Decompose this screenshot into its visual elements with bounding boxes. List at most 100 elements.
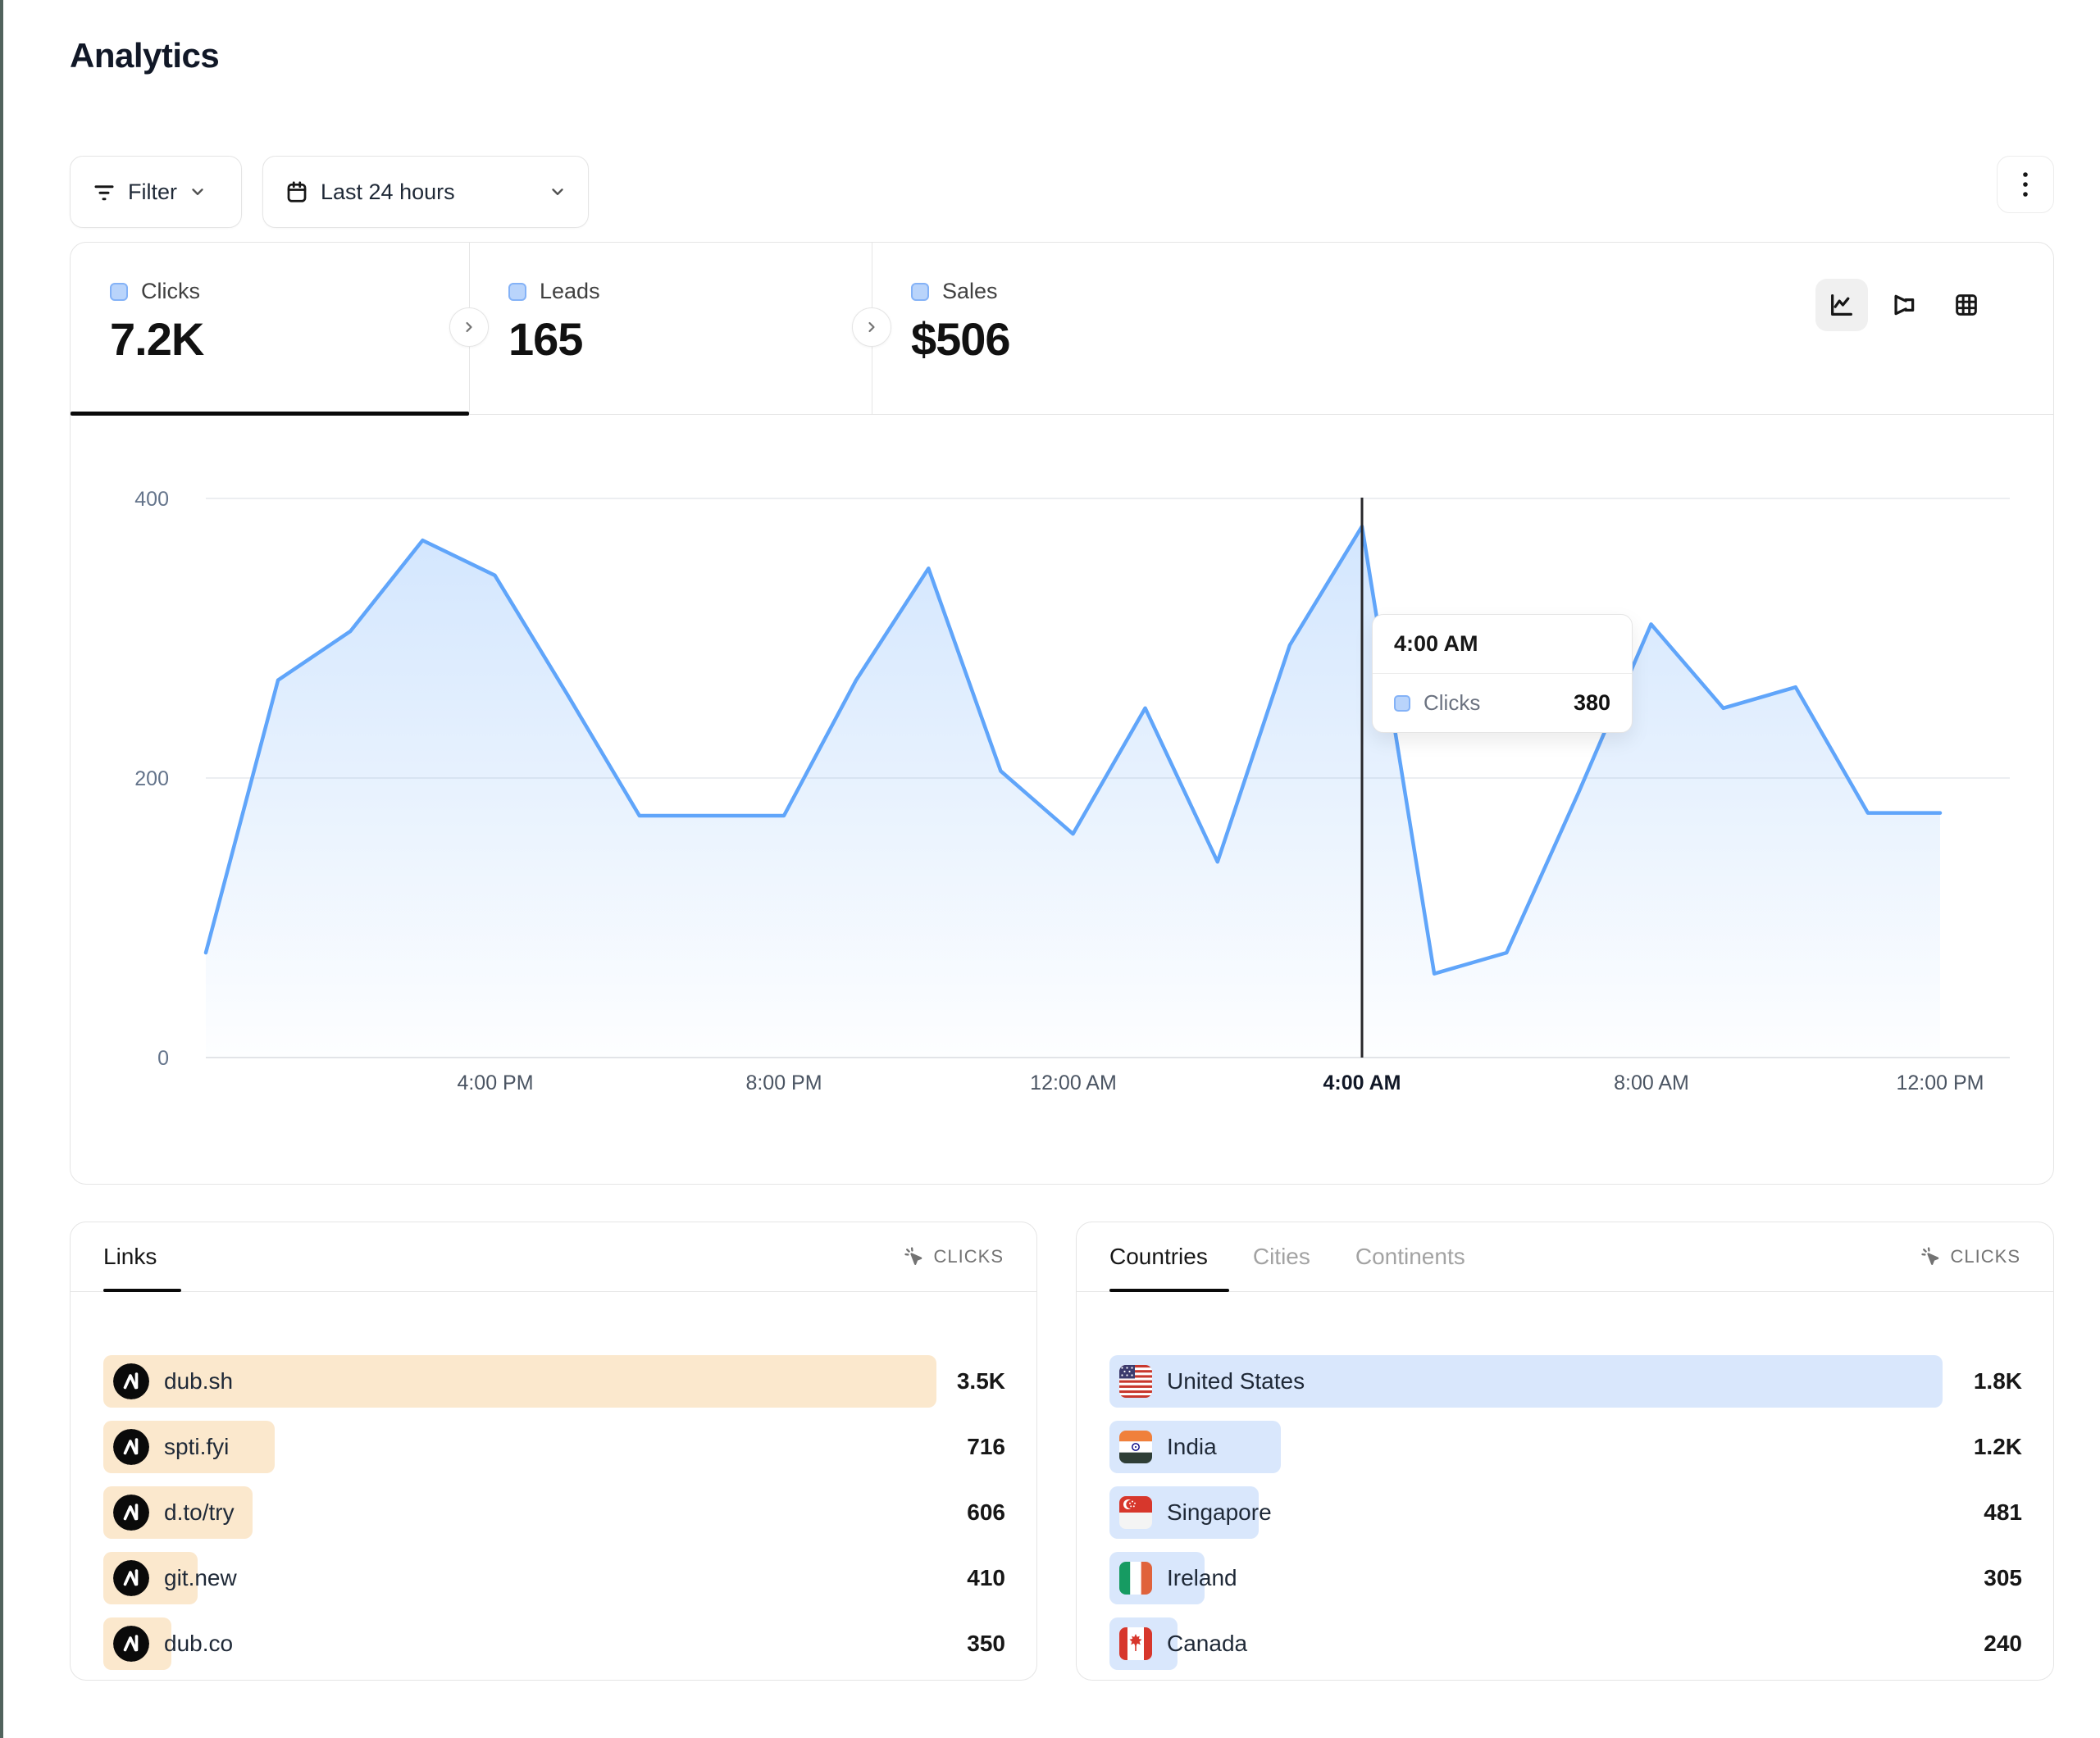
link-clicks-value: 350 [967, 1631, 1005, 1656]
clicks-legend-icon [110, 282, 128, 301]
canada-flag-icon [1119, 1627, 1152, 1660]
expand-clicks-chevron-button[interactable] [449, 307, 489, 347]
cursor-click-icon [904, 1247, 922, 1265]
stat-label: Clicks [141, 279, 200, 303]
expand-leads-chevron-button[interactable] [852, 307, 891, 347]
filter-button[interactable]: Filter [70, 156, 242, 228]
stat-value: 7.2K [110, 313, 204, 365]
active-panel-tab-underline [103, 1289, 181, 1292]
dub-logo-icon [113, 1560, 149, 1596]
stats-tab-row: Clicks 7.2K Leads 165 Sales $506 [71, 243, 2053, 416]
line-chart-icon [1831, 294, 1852, 316]
link-label: dub.co [164, 1631, 234, 1656]
cursor-click-icon [1920, 1247, 1938, 1265]
active-panel-tab-underline [1109, 1289, 1229, 1292]
tab-countries[interactable]: Countries [1109, 1244, 1208, 1269]
link-row[interactable]: dub.co 350 [103, 1617, 1005, 1670]
leads-legend-icon [508, 282, 526, 301]
x-axis-tick: 12:00 AM [1030, 1071, 1117, 1094]
x-axis-tick-highlighted: 4:00 AM [1323, 1071, 1401, 1094]
india-flag-icon [1119, 1431, 1152, 1463]
metric-selector-clicks[interactable]: CLICKS [903, 1245, 1004, 1268]
clicks-line [203, 524, 1943, 976]
country-clicks-value: 1.8K [1973, 1368, 2022, 1394]
funnel-view-button[interactable] [1878, 279, 1930, 331]
link-clicks-value: 606 [967, 1499, 1005, 1525]
metric-selector-clicks[interactable]: CLICKS [1920, 1245, 2020, 1268]
tab-links[interactable]: Links [103, 1244, 157, 1269]
date-range-button[interactable]: Last 24 hours [262, 156, 589, 228]
country-row[interactable]: India 1.2K [1109, 1421, 2022, 1473]
stat-value: $506 [911, 313, 1011, 365]
kebab-menu-icon [2015, 171, 2036, 198]
calendar-icon [285, 180, 309, 204]
clicks-legend-icon [1394, 694, 1410, 712]
y-axis-tick: 0 [157, 1047, 169, 1070]
chart-view-toggles [1815, 279, 1993, 331]
link-clicks-value: 716 [967, 1434, 1005, 1459]
analytics-card: Clicks 7.2K Leads 165 Sales $506 [70, 242, 2054, 1185]
link-label: git.new [164, 1565, 237, 1590]
ireland-flag-icon [1119, 1562, 1152, 1595]
date-range-label: Last 24 hours [321, 179, 455, 204]
tooltip-series-label: Clicks [1424, 690, 1481, 715]
x-axis-tick: 8:00 PM [745, 1071, 822, 1094]
chart-tooltip: 4:00 AM Clicks 380 [1372, 614, 1633, 733]
link-row[interactable]: d.to/try 606 [103, 1486, 1005, 1539]
links-panel: Links CLICKS dub.sh 3.5K spti.fyi 716 [70, 1222, 1037, 1681]
link-row[interactable]: git.new 410 [103, 1552, 1005, 1604]
country-bar [1109, 1355, 1943, 1408]
country-row[interactable]: United States 1.8K [1109, 1355, 2022, 1408]
tab-leads[interactable]: Leads 165 [469, 243, 872, 415]
country-row[interactable]: Singapore 481 [1109, 1486, 2022, 1539]
country-row[interactable]: Ireland 305 [1109, 1552, 2022, 1604]
stat-label: Sales [942, 279, 998, 303]
sales-legend-icon [911, 282, 929, 301]
country-label: Singapore [1167, 1499, 1272, 1525]
chevron-down-icon [189, 183, 207, 201]
window-edge-stripe [0, 0, 3, 1738]
country-label: India [1167, 1434, 1217, 1459]
dub-logo-icon [113, 1429, 149, 1465]
country-row[interactable]: Canada 240 [1109, 1617, 2022, 1670]
link-row[interactable]: dub.sh 3.5K [103, 1355, 1005, 1408]
more-options-button[interactable] [1997, 156, 2054, 213]
active-tab-underline [71, 412, 469, 416]
link-label: d.to/try [164, 1499, 235, 1525]
link-clicks-value: 3.5K [956, 1368, 1005, 1394]
line-chart-view-button[interactable] [1815, 279, 1868, 331]
link-label: dub.sh [164, 1368, 234, 1394]
us-flag-icon [1119, 1365, 1152, 1398]
tab-sales[interactable]: Sales $506 [872, 243, 1273, 415]
chevron-down-icon [549, 183, 567, 201]
clicks-timeseries-chart[interactable]: 400 200 0 4:00 PM 8:00 PM 12:00 AM 4:00 … [71, 460, 2055, 1116]
tooltip-time: 4:00 AM [1373, 615, 1632, 674]
link-row[interactable]: spti.fyi 716 [103, 1421, 1005, 1473]
country-label: Canada [1167, 1631, 1248, 1656]
country-clicks-value: 481 [1984, 1499, 2022, 1525]
dub-logo-icon [113, 1495, 149, 1531]
tab-clicks[interactable]: Clicks 7.2K [71, 243, 469, 415]
stat-label: Leads [540, 279, 600, 303]
area-fill [206, 526, 1940, 1058]
link-label: spti.fyi [164, 1434, 230, 1459]
countries-panel: Countries Cities Continents CLICKS [1076, 1222, 2054, 1681]
filter-icon [92, 180, 116, 204]
table-grid-icon [1956, 294, 1977, 316]
stat-value: 165 [508, 313, 583, 365]
x-axis-tick: 12:00 PM [1896, 1071, 1984, 1094]
tab-continents[interactable]: Continents [1355, 1244, 1465, 1269]
country-clicks-value: 1.2K [1973, 1434, 2022, 1459]
x-axis-tick: 4:00 PM [457, 1071, 533, 1094]
dub-logo-icon [113, 1626, 149, 1662]
singapore-flag-icon [1119, 1496, 1152, 1529]
tab-cities[interactable]: Cities [1252, 1244, 1310, 1269]
country-clicks-value: 305 [1984, 1565, 2022, 1590]
country-clicks-value: 240 [1984, 1631, 2022, 1656]
table-view-button[interactable] [1940, 279, 1993, 331]
dub-logo-icon [113, 1363, 149, 1399]
funnel-icon [1894, 294, 1915, 316]
link-clicks-value: 410 [967, 1565, 1005, 1590]
page-title: Analytics [70, 36, 220, 75]
